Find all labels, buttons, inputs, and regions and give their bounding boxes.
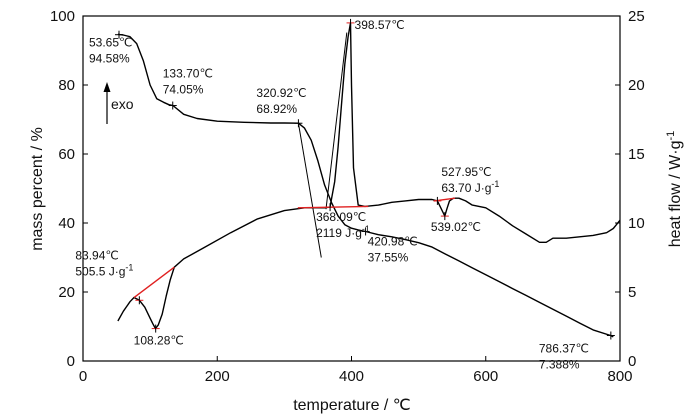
y-left-tick-label: 100 xyxy=(50,8,75,25)
annotation-label: 420.98℃ xyxy=(368,234,418,248)
x-tick-label: 400 xyxy=(339,368,364,385)
annotations: 53.65℃ 94.58% 133.70℃ 74.05% 320.92℃ 68.92% 39… xyxy=(75,18,589,372)
annotation-text: 108.28℃ xyxy=(134,334,184,348)
annotation-text: 398.57℃ xyxy=(355,18,405,32)
annotation-text: 53.65℃ xyxy=(89,36,133,50)
annotation-label: 53.65℃ xyxy=(89,36,133,50)
y-left-tick-label: 0 xyxy=(67,353,75,370)
annotation-label: 37.55% xyxy=(368,250,409,264)
annotation-label: 539.02℃ xyxy=(431,220,481,234)
y-right-tick-label: 20 xyxy=(628,77,645,94)
annotation-superscript: -1 xyxy=(362,224,370,234)
annotation-label: 7.388% xyxy=(539,358,580,372)
y-left-axis-title: mass percent / % xyxy=(29,127,46,251)
annotation-label: 68.92% xyxy=(256,102,297,116)
y-left-tick-label: 80 xyxy=(58,77,75,94)
annotation-label: 527.95℃ xyxy=(441,165,491,179)
annotation-superscript: -1 xyxy=(491,179,499,189)
y-right-tick-label: 5 xyxy=(628,284,636,301)
dsc-first-peak-baseline xyxy=(133,266,175,299)
y-right-axis-title: heat flow / W·g-1 xyxy=(665,131,684,247)
annotation-label: 133.70℃ xyxy=(163,67,213,81)
annotation-label: 505.5 J·g-1 xyxy=(75,262,133,278)
exo-indicator: exo xyxy=(103,82,134,124)
annotation-text: 68.92% xyxy=(256,102,297,116)
x-axis-title: temperature / ℃ xyxy=(293,397,411,414)
annotation-label: 320.92℃ xyxy=(256,86,306,100)
annotation-text: 94.58% xyxy=(89,52,130,66)
annotation-label: 2119 J·g-1 xyxy=(316,224,370,240)
annotation-label: 398.57℃ xyxy=(355,18,405,32)
y-right-tick-label: 10 xyxy=(628,215,645,232)
heat-flow-curve xyxy=(117,22,621,330)
y-right-tick-label: 25 xyxy=(628,8,645,25)
annotation-text: 63.70 J·g xyxy=(441,181,491,195)
y-right-axis-title-sup: -1 xyxy=(665,131,677,141)
y-right-tick-label: 0 xyxy=(628,353,636,370)
annotation-label: 108.28℃ xyxy=(134,334,184,348)
exo-arrow-head xyxy=(103,82,111,92)
annotation-text: 133.70℃ xyxy=(163,67,213,81)
y-right-tick-label: 15 xyxy=(628,146,645,163)
annotation-label: 94.58% xyxy=(89,52,130,66)
y-left-tick-label: 40 xyxy=(58,215,75,232)
annotation-text: 786.37℃ xyxy=(539,342,589,356)
annotation-text: 74.05% xyxy=(163,83,204,97)
annotation-text: 2119 J·g xyxy=(316,226,362,240)
markers xyxy=(115,18,615,340)
x-tick-label: 600 xyxy=(473,368,498,385)
mass-percent-curve xyxy=(117,33,614,338)
annotation-text: 368.09℃ xyxy=(316,210,366,224)
exo-label: exo xyxy=(111,96,134,112)
annotation-label: 786.37℃ xyxy=(539,342,589,356)
curves xyxy=(117,22,621,338)
x-tick-label: 800 xyxy=(607,368,632,385)
annotation-text: 527.95℃ xyxy=(441,165,491,179)
dsc-onset-tangent xyxy=(325,32,348,210)
x-tick-label: 0 xyxy=(79,368,87,385)
annotation-superscript: -1 xyxy=(125,262,133,272)
annotation-text: 37.55% xyxy=(368,250,409,264)
tga-tangent-line xyxy=(297,123,322,258)
annotation-label: 63.70 J·g-1 xyxy=(441,179,499,195)
annotation-text: 83.94℃ xyxy=(75,248,119,262)
y-left-tick-label: 60 xyxy=(58,146,75,163)
tick-marks xyxy=(82,15,621,362)
annotation-text: 505.5 J·g xyxy=(75,264,125,278)
annotation-text: 539.02℃ xyxy=(431,220,481,234)
annotation-label: 74.05% xyxy=(163,83,204,97)
annotation-label: 368.09℃ xyxy=(316,210,366,224)
annotation-text: 7.388% xyxy=(539,358,580,372)
annotation-label: 83.94℃ xyxy=(75,248,119,262)
y-right-axis-title-main: heat flow / W·g xyxy=(667,141,684,248)
x-tick-label: 200 xyxy=(205,368,230,385)
annotation-text: 420.98℃ xyxy=(368,234,418,248)
annotation-text: 320.92℃ xyxy=(256,86,306,100)
y-left-tick-label: 20 xyxy=(58,284,75,301)
